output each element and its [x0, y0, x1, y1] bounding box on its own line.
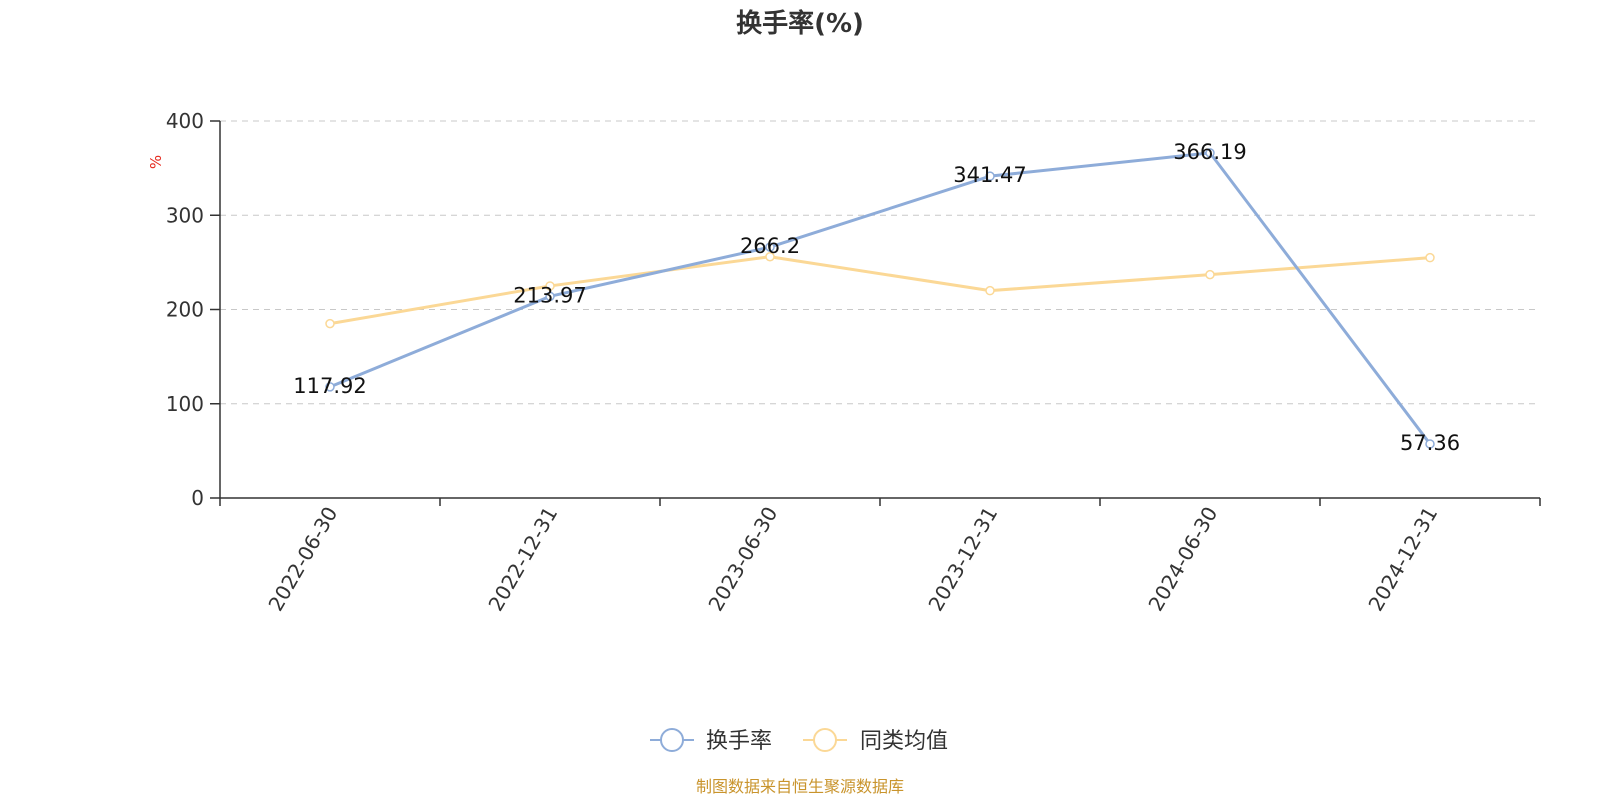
point-turnover-rate-2022-06-30[interactable] [325, 382, 335, 392]
point-turnover-rate-2024-12-31[interactable] [1425, 439, 1435, 449]
legend-label-turnover-rate: 换手率 [706, 729, 772, 754]
series-line-turnover-rate [329, 151, 1432, 445]
point-turnover-rate-2023-12-31[interactable] [985, 171, 995, 181]
x-tick-label-2024-12-31: 2024-12-31 [1363, 503, 1442, 616]
point-peer-average-2024-12-31[interactable] [1425, 252, 1435, 263]
point-turnover-rate-2024-06-30[interactable] [1205, 148, 1215, 158]
legend-item-peer-average[interactable]: 同类均值 [803, 728, 948, 754]
legend-item-turnover-rate[interactable]: 换手率 [650, 728, 772, 754]
y-tick-label-200: 200 [166, 298, 204, 322]
y-tick-label-100: 100 [166, 392, 204, 416]
data-label-2022-06-30: 117.92 [293, 374, 366, 398]
y-tick-label-300: 300 [166, 203, 204, 227]
legend-marker-peer-average [813, 728, 837, 752]
point-peer-average-2022-06-30[interactable] [325, 318, 335, 329]
x-tick-label-2023-06-30: 2023-06-30 [703, 503, 782, 616]
legend-label-peer-average: 同类均值 [860, 729, 948, 754]
y-axis-unit-label: % [147, 155, 165, 169]
point-turnover-rate-2022-12-31[interactable] [545, 291, 555, 302]
series-layer [325, 148, 1435, 449]
point-turnover-rate-2023-06-30[interactable] [765, 242, 775, 252]
data-label-2022-12-31: 213.97 [513, 283, 586, 307]
point-peer-average-2022-12-31[interactable] [545, 281, 555, 291]
data-label-2024-06-30: 366.19 [1173, 140, 1246, 164]
x-tick-label-2024-06-30: 2024-06-30 [1143, 503, 1222, 616]
x-tick-label-2023-12-31: 2023-12-31 [923, 503, 1002, 616]
data-label-2023-06-30: 266.2 [740, 234, 800, 258]
y-tick-label-400: 400 [166, 109, 204, 133]
y-tick-label-0: 0 [191, 486, 204, 510]
axes: 0 100 200 300 400 2022-06-30 2022-12-31 2023-06… [166, 109, 1541, 616]
point-peer-average-2023-06-30[interactable] [765, 251, 775, 262]
series-peer-average [325, 251, 1435, 329]
series-turnover-rate [325, 148, 1435, 449]
legend-marker-turnover-rate [660, 728, 684, 752]
series-line-peer-average [329, 255, 1431, 326]
chart-title: 换手率(%) [736, 8, 864, 39]
x-tick-label-2022-12-31: 2022-12-31 [483, 503, 562, 616]
point-peer-average-2024-06-30[interactable] [1205, 269, 1215, 280]
data-label-2024-12-31: 57.36 [1400, 431, 1460, 455]
grid-lines [220, 120, 1540, 405]
data-labels: 117.92 213.97 266.2 341.47 366.19 57.36 [293, 140, 1460, 455]
x-tick-label-2022-06-30: 2022-06-30 [263, 503, 342, 616]
legend: 换手率 同类均值 [650, 728, 948, 754]
data-label-2023-12-31: 341.47 [953, 163, 1026, 187]
point-peer-average-2023-12-31[interactable] [985, 285, 995, 296]
source-note: 制图数据来自恒生聚源数据库 [696, 777, 904, 796]
